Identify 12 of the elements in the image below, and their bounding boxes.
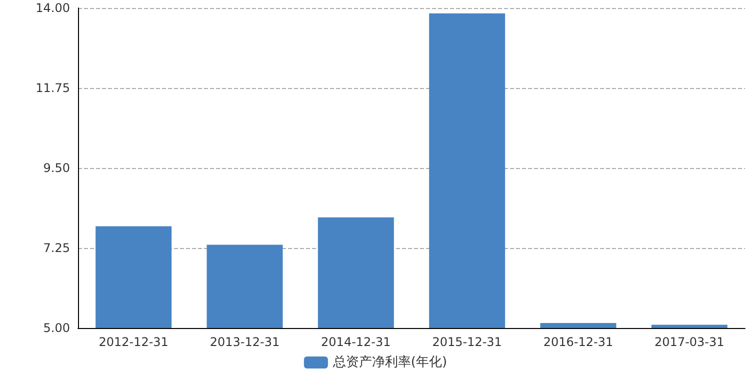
y-tick-label: 9.50 xyxy=(43,161,70,175)
legend-label: 总资产净利率(年化) xyxy=(332,354,448,370)
y-tick-label: 11.75 xyxy=(36,81,70,95)
x-tick-label: 2013-12-31 xyxy=(210,335,280,349)
x-tick-label: 2012-12-31 xyxy=(98,335,168,349)
y-tick-label: 5.00 xyxy=(43,321,70,335)
y-tick-label: 14.00 xyxy=(36,1,70,15)
x-tick-label: 2016-12-31 xyxy=(543,335,614,349)
x-tick-label: 2014-12-31 xyxy=(321,335,391,349)
x-tick-label: 2017-03-31 xyxy=(654,335,724,349)
y-tick-label: 7.25 xyxy=(43,241,70,255)
x-tick-label: 2015-12-31 xyxy=(432,335,502,349)
